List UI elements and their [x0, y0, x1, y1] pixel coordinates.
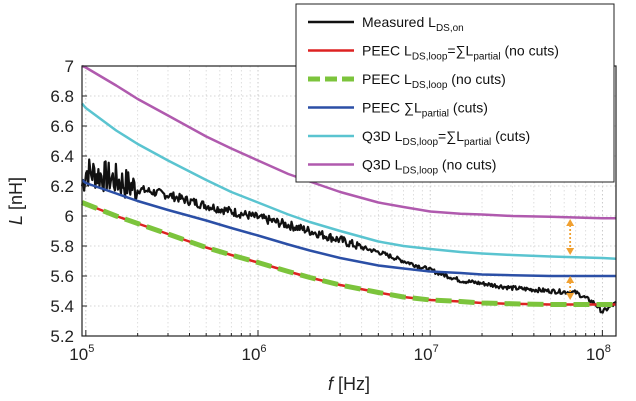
x-tick-label: 107 — [414, 343, 439, 364]
y-tick-label: 5.8 — [50, 237, 74, 256]
y-tick-label: 5.4 — [50, 297, 74, 316]
legend-box — [295, 3, 615, 183]
y-tick-label: 5.2 — [50, 327, 74, 346]
y-tick-label: 6.8 — [50, 87, 74, 106]
legend-entry-q3d_equal: Q3D LDS,loop=∑Lpartial (cuts) — [362, 128, 530, 148]
y-tick-label: 5.6 — [50, 267, 74, 286]
legend-entry-peec_partial: PEEC ∑Lpartial (cuts) — [362, 100, 488, 120]
annotation-arrow-head-down — [566, 293, 575, 300]
annotation-arrow-head-up — [566, 276, 575, 283]
legend-entry-measured: Measured LDS,on — [362, 14, 464, 34]
legend: Measured LDS,on PEEC LDS,loop=∑Lpartial (… — [295, 3, 615, 183]
series-line-q3d_equal — [81, 102, 617, 261]
y-tick-label: 7 — [65, 57, 74, 76]
x-tick-label: 105 — [69, 343, 94, 364]
series-line-q3d_loop — [81, 64, 616, 220]
series-line-peec_loop — [81, 200, 616, 307]
legend-entry-peec_loop: PEEC LDS,loop (no cuts) — [362, 71, 506, 91]
legend-entry-q3d_loop: Q3D LDS,loop (no cuts) — [362, 157, 496, 177]
tick-layer: 5.2 5.4 5.6 5.8 6 6.2 6.4 6.6 6.8 7 105 106 107 108 — [50, 57, 611, 364]
series-layer — [80, 64, 617, 314]
annotation-layer — [566, 219, 575, 300]
annotation-arrow-head-up — [566, 219, 575, 226]
legend-entry-peec_cuts_equal: PEEC LDS,loop=∑Lpartial (no cuts) — [362, 43, 559, 63]
y-tick-label: 6.2 — [50, 177, 74, 196]
y-axis-label: L [nH] — [6, 177, 26, 225]
x-axis-label: f [Hz] — [328, 374, 370, 394]
series-line-measured — [80, 158, 617, 314]
y-tick-label: 6 — [65, 207, 74, 226]
y-tick-label: 6.6 — [50, 117, 74, 136]
x-tick-label: 108 — [586, 343, 611, 364]
y-tick-label: 6.4 — [50, 147, 74, 166]
x-tick-label: 106 — [241, 343, 266, 364]
annotation-arrow-head-down — [566, 248, 575, 255]
series-line-peec_partial — [81, 179, 616, 278]
